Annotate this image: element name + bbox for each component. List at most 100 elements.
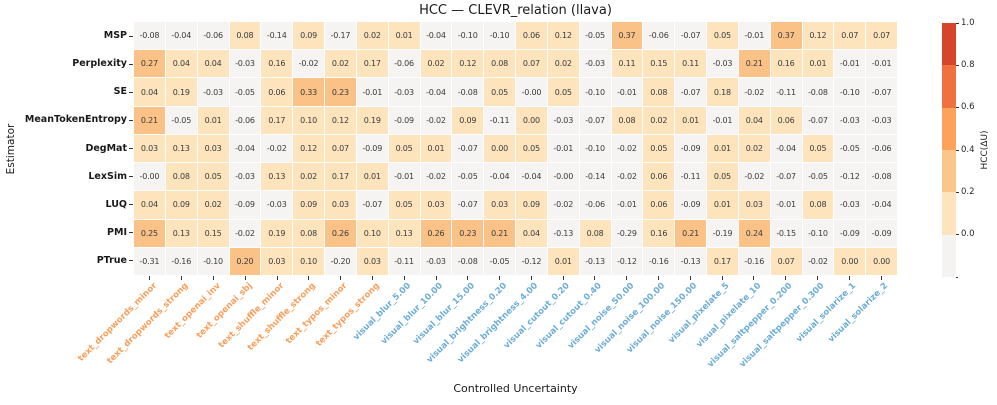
heatmap-cell: 0.07 (866, 22, 897, 50)
heatmap-cell: -0.06 (579, 191, 611, 219)
heatmap-cell: 0.27 (134, 50, 165, 78)
heatmap-cell: -0.06 (643, 22, 675, 50)
heatmap-cell: 0.10 (293, 247, 324, 275)
heatmap-cell: 0.18 (707, 78, 738, 106)
heatmap-cell: 0.08 (484, 50, 515, 78)
heatmap-cell: -0.10 (452, 22, 484, 50)
heatmap-cell: -0.02 (229, 219, 261, 247)
colorbar-tick (956, 107, 959, 109)
colorbar-band (942, 149, 956, 193)
heatmap-cell: 0.12 (547, 22, 579, 50)
heatmap-cell: 0.19 (261, 219, 293, 247)
heatmap-cell: 0.05 (707, 163, 738, 191)
colorbar-tick (956, 234, 959, 236)
heatmap-cell: 0.12 (802, 22, 834, 50)
heatmap-cell: 0.03 (261, 247, 293, 275)
colorbar-tick-label: 0.6 (961, 102, 975, 113)
x-tick (149, 276, 151, 280)
heatmap-cell: -0.01 (388, 163, 420, 191)
heatmap-cell: 0.03 (420, 191, 452, 219)
heatmap-cell: 0.19 (356, 106, 388, 134)
heatmap-cell: -0.08 (452, 247, 484, 275)
colorbar-tick (956, 191, 959, 193)
x-tick (848, 276, 850, 280)
heatmap-cell: 0.02 (643, 106, 675, 134)
heatmap-cell: 0.01 (707, 134, 738, 163)
heatmap-cell: 0.04 (134, 78, 165, 106)
heatmap-cell: 0.03 (484, 191, 515, 219)
heatmap-cell: 0.16 (261, 50, 293, 78)
heatmap-cell: 0.08 (579, 219, 611, 247)
colorbar-tick (956, 22, 959, 24)
colorbar-band (942, 234, 956, 277)
heatmap-cell: -0.06 (388, 50, 420, 78)
heatmap-cell: 0.17 (707, 247, 738, 275)
heatmap-cell: 0.01 (547, 247, 579, 275)
heatmap-cell: 0.09 (165, 191, 197, 219)
heatmap-cell: 0.03 (325, 191, 356, 219)
x-tick (658, 276, 660, 280)
heatmap-cell: 0.13 (165, 219, 197, 247)
heatmap-cell: 0.07 (516, 50, 547, 78)
heatmap-cell: 0.08 (165, 163, 197, 191)
heatmap-cell: -0.12 (834, 163, 866, 191)
heatmap-cell: -0.04 (165, 22, 197, 50)
heatmap-cell: -0.05 (452, 163, 484, 191)
heatmap-cell: 0.07 (770, 247, 802, 275)
heatmap-cell: -0.02 (420, 106, 452, 134)
heatmap-cell: 0.37 (611, 22, 643, 50)
x-tick (880, 276, 882, 280)
heatmap-cell: 0.01 (388, 22, 420, 50)
heatmap-cell: 0.11 (675, 50, 706, 78)
heatmap-cell: -0.16 (738, 247, 770, 275)
heatmap-cell: -0.05 (484, 247, 515, 275)
heatmap-cell: -0.08 (452, 78, 484, 106)
heatmap-cell: -0.09 (834, 219, 866, 247)
heatmap-cell: 0.03 (356, 247, 388, 275)
heatmap-cell: 0.05 (197, 163, 229, 191)
colorbar (942, 23, 956, 277)
heatmap-cell: -0.13 (547, 219, 579, 247)
heatmap-cell: 0.11 (611, 50, 643, 78)
column-label: visual_pixelate_5 (666, 281, 732, 346)
heatmap-cell: 0.25 (134, 219, 165, 247)
heatmap-cell: -0.11 (484, 106, 515, 134)
heatmap-cell: 0.09 (293, 22, 324, 50)
heatmap-cell: -0.08 (866, 163, 897, 191)
heatmap-cell: 0.02 (356, 22, 388, 50)
colorbar-band (942, 65, 956, 108)
heatmap-cell: 0.05 (643, 134, 675, 163)
heatmap-cell: 0.05 (484, 78, 515, 106)
heatmap-cell: 0.01 (356, 163, 388, 191)
x-tick (499, 276, 501, 280)
heatmap-cell: 0.15 (197, 219, 229, 247)
y-tick (129, 232, 133, 234)
heatmap-cell: -0.02 (261, 134, 293, 163)
heatmap-cell: -0.07 (675, 78, 706, 106)
heatmap-cell: 0.12 (325, 106, 356, 134)
heatmap-cell: -0.09 (675, 134, 706, 163)
heatmap-cell: 0.17 (261, 106, 293, 134)
heatmap-cell: -0.07 (452, 191, 484, 219)
heatmap-cell: -0.03 (707, 50, 738, 78)
heatmap-cell: -0.14 (579, 163, 611, 191)
column-label: visual_blur_5.00 (351, 281, 414, 343)
heatmap-cell: 0.00 (866, 247, 897, 275)
x-tick (753, 276, 755, 280)
heatmap-cell: 0.00 (516, 106, 547, 134)
heatmap-cell: -0.03 (834, 191, 866, 219)
heatmap-cell: -0.02 (547, 191, 579, 219)
heatmap-cell: 0.08 (643, 78, 675, 106)
x-tick (371, 276, 373, 280)
row-label: LUQ (105, 198, 127, 210)
heatmap-cell: 0.02 (197, 191, 229, 219)
heatmap-cell: -0.03 (197, 78, 229, 106)
heatmap-cell: 0.04 (134, 191, 165, 219)
heatmap-cell: -0.04 (770, 134, 802, 163)
heatmap-cell: -0.10 (197, 247, 229, 275)
heatmap-cell: -0.03 (229, 163, 261, 191)
x-tick (340, 276, 342, 280)
heatmap-cell: 0.01 (420, 134, 452, 163)
heatmap-cell: -0.07 (675, 22, 706, 50)
